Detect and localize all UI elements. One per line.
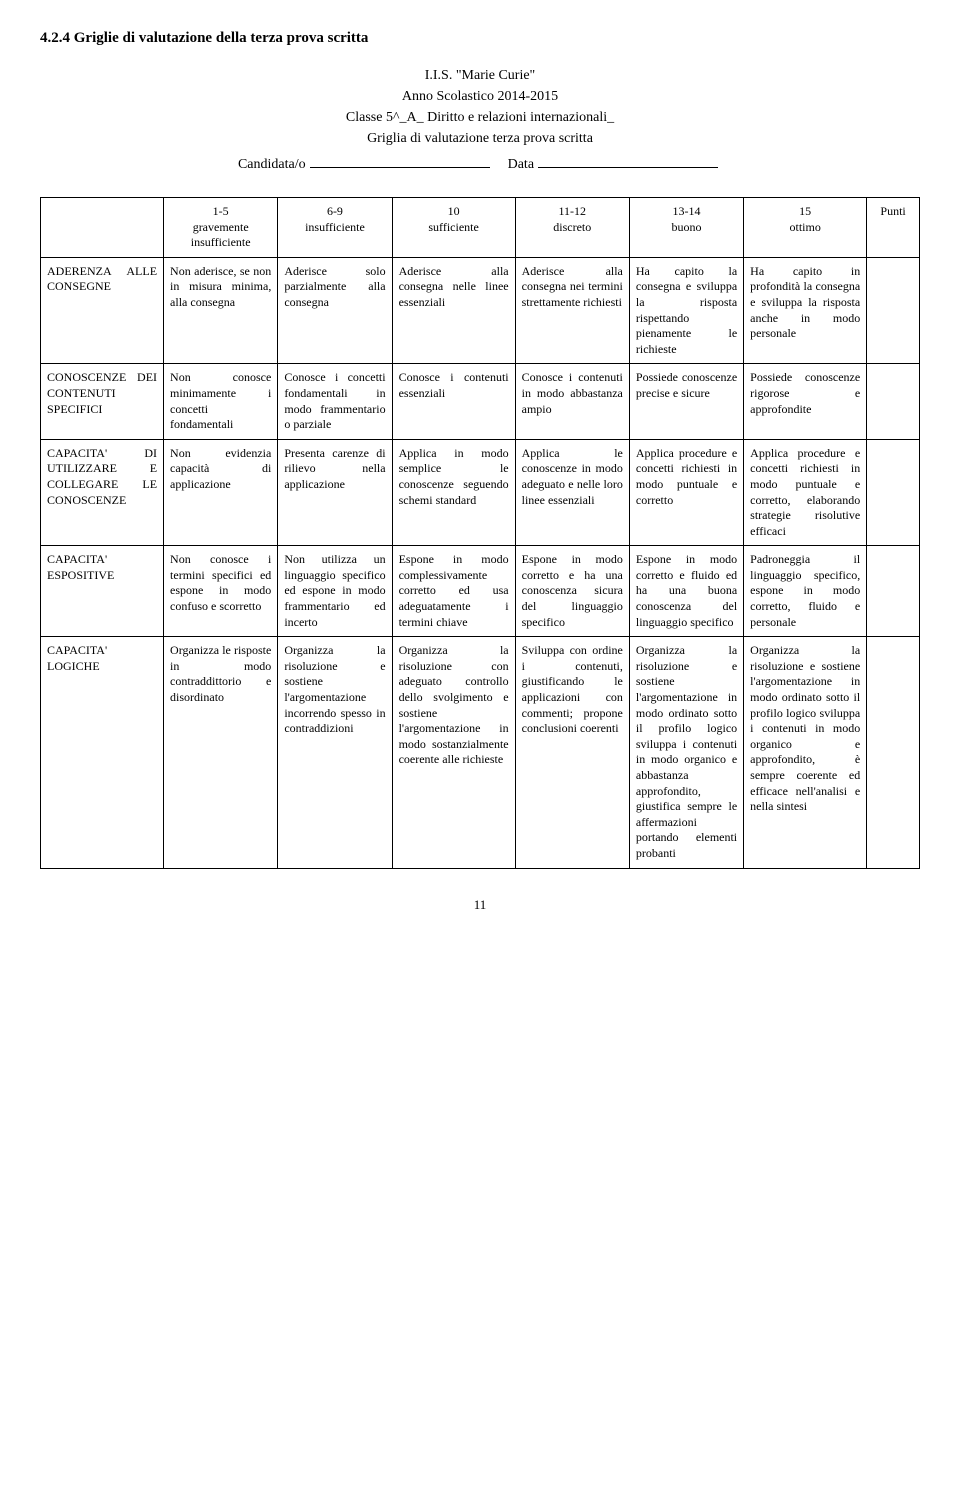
col-4: 11-12discreto: [515, 198, 629, 258]
cell: Applica in modo semplice le conoscenze s…: [392, 439, 515, 546]
cell: Ha capito in profondità la consegna e sv…: [744, 257, 867, 364]
row-head-conoscenze: CONOSCENZE DEI CONTENUTI SPECIFICI: [41, 364, 164, 439]
cell: Organizza la risoluzione con adeguato co…: [392, 637, 515, 868]
table-row: ADERENZA ALLE CONSEGNE Non aderisce, se …: [41, 257, 920, 364]
class-line: Classe 5^_A_ Diritto e relazioni interna…: [40, 107, 920, 128]
cell: Espone in modo corretto e ha una conosce…: [515, 546, 629, 637]
cell: Organizza la risoluzione e sostiene l'ar…: [278, 637, 392, 868]
cell-punti: [867, 257, 920, 364]
page-number: 11: [40, 897, 920, 913]
col-1: 1-5gravemente insufficiente: [164, 198, 278, 258]
table-row: CAPACITA' ESPOSITIVE Non conosce i termi…: [41, 546, 920, 637]
cell-punti: [867, 439, 920, 546]
cell: Applica procedure e concetti richiesti i…: [744, 439, 867, 546]
table-row: CONOSCENZE DEI CONTENUTI SPECIFICI Non c…: [41, 364, 920, 439]
cell: Applica le conoscenze in modo adeguato e…: [515, 439, 629, 546]
cell: Presenta carenze di rilievo nella applic…: [278, 439, 392, 546]
cell: Aderisce alla consegna nei termini stret…: [515, 257, 629, 364]
cell: Padroneggia il linguaggio specifico, esp…: [744, 546, 867, 637]
cell: Organizza le risposte in modo contraddit…: [164, 637, 278, 868]
cell-punti: [867, 637, 920, 868]
cell: Espone in modo complessivamente corretto…: [392, 546, 515, 637]
candidate-label: Candidata/o: [238, 157, 306, 172]
col-blank: [41, 198, 164, 258]
row-head-utilizzare: CAPACITA' DI UTILIZZARE E COLLEGARE LE C…: [41, 439, 164, 546]
cell: Applica procedure e concetti richiesti i…: [629, 439, 743, 546]
doc-header: I.I.S. "Marie Curie" Anno Scolastico 201…: [40, 65, 920, 149]
cell: Non evidenzia capacità di applicazione: [164, 439, 278, 546]
row-head-aderenza: ADERENZA ALLE CONSEGNE: [41, 257, 164, 364]
candidate-blank: [310, 167, 490, 168]
table-row: CAPACITA' DI UTILIZZARE E COLLEGARE LE C…: [41, 439, 920, 546]
cell: Ha capito la consegna e sviluppa la risp…: [629, 257, 743, 364]
col-3: 10sufficiente: [392, 198, 515, 258]
school-name: I.I.S. "Marie Curie": [40, 65, 920, 86]
row-head-logiche: CAPACITA' LOGICHE: [41, 637, 164, 868]
col-5: 13-14buono: [629, 198, 743, 258]
cell: Non conosce i termini specifici ed espon…: [164, 546, 278, 637]
col-2: 6-9insufficiente: [278, 198, 392, 258]
header-row: 1-5gravemente insufficiente 6-9insuffici…: [41, 198, 920, 258]
cell: Possiede conoscenze rigorose e approfond…: [744, 364, 867, 439]
cell: Possiede conoscenze precise e sicure: [629, 364, 743, 439]
cell: Non aderisce, se non in misura minima, a…: [164, 257, 278, 364]
section-heading: 4.2.4 Griglie di valutazione della terza…: [40, 30, 920, 47]
cell: Non utilizza un linguaggio specifico ed …: [278, 546, 392, 637]
date-label: Data: [508, 157, 534, 172]
cell: Conosce i concetti fondamentali in modo …: [278, 364, 392, 439]
cell: Espone in modo corretto e fluido ed ha u…: [629, 546, 743, 637]
table-row: CAPACITA' LOGICHE Organizza le risposte …: [41, 637, 920, 868]
cell: Organizza la risoluzione e sostiene l'ar…: [744, 637, 867, 868]
cell: Sviluppa con ordine i contenuti, giustif…: [515, 637, 629, 868]
col-6: 15ottimo: [744, 198, 867, 258]
cell: Conosce i contenuti in modo abbastanza a…: [515, 364, 629, 439]
cell-punti: [867, 546, 920, 637]
cell: Non conosce minimamente i concetti fonda…: [164, 364, 278, 439]
cell: Aderisce solo parzialmente alla consegna: [278, 257, 392, 364]
cell: Organizza la risoluzione e sostiene l'ar…: [629, 637, 743, 868]
col-punti: Punti: [867, 198, 920, 258]
subtitle: Griglia di valutazione terza prova scrit…: [40, 128, 920, 149]
school-year: Anno Scolastico 2014-2015: [40, 86, 920, 107]
cell-punti: [867, 364, 920, 439]
rubric-table: 1-5gravemente insufficiente 6-9insuffici…: [40, 197, 920, 869]
row-head-espositive: CAPACITA' ESPOSITIVE: [41, 546, 164, 637]
cell: Aderisce alla consegna nelle linee essen…: [392, 257, 515, 364]
candidate-row: Candidata/o Data: [40, 157, 920, 173]
cell: Conosce i contenuti essenziali: [392, 364, 515, 439]
date-blank: [538, 167, 718, 168]
